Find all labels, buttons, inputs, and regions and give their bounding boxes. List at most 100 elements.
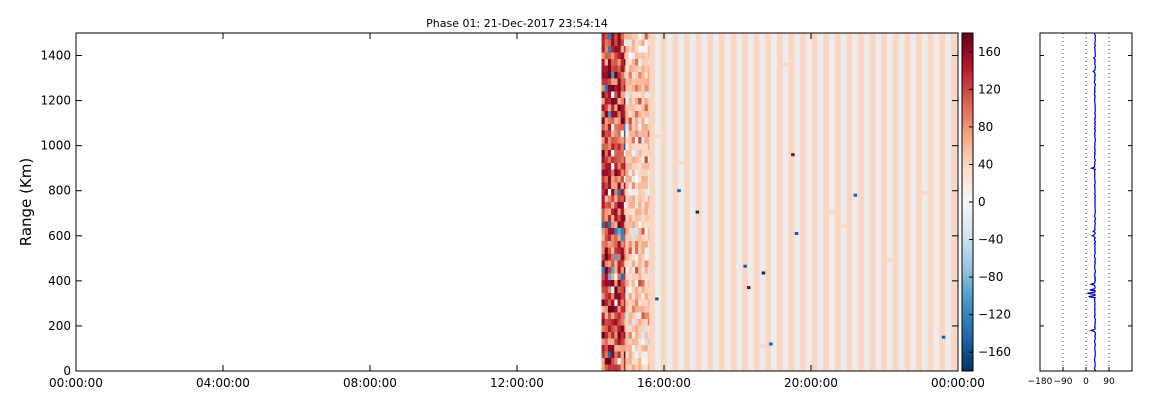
- heatmap-cell: [638, 104, 642, 112]
- heatmap-cell: [628, 234, 633, 242]
- heatmap-cell: [641, 312, 645, 320]
- heatmap-cell: [601, 345, 605, 352]
- heatmap-cell: [644, 306, 649, 313]
- colorbar-segment: [962, 289, 973, 293]
- heatmap-cell: [638, 85, 642, 92]
- colorbar-segment: [962, 232, 973, 237]
- heatmap-cell: [638, 124, 642, 131]
- colorbar-segment: [962, 80, 973, 85]
- heatmap-cell: [631, 319, 636, 326]
- heatmap-cell: [635, 65, 639, 73]
- profile-x-tick-label: 0: [1083, 377, 1089, 387]
- heatmap-cell: [614, 208, 618, 216]
- colorbar-segment: [962, 123, 973, 127]
- heatmap-cell: [614, 117, 618, 125]
- heatmap-cell: [620, 39, 625, 47]
- heatmap-stripe: [782, 33, 789, 371]
- heatmap-cell: [631, 358, 636, 365]
- colorbar-segment: [962, 185, 973, 189]
- heatmap-cell: [635, 306, 639, 313]
- heatmap-cell: [641, 130, 645, 138]
- heatmap-cell: [635, 130, 639, 138]
- heatmap-cell: [604, 39, 609, 47]
- colorbar-segment: [962, 334, 973, 338]
- heatmap-cell: [611, 169, 615, 177]
- heatmap-cell: [607, 195, 612, 203]
- heatmap-cell: [601, 306, 605, 313]
- heatmap-cell: [614, 267, 618, 274]
- heatmap-cell: [607, 208, 612, 216]
- heatmap-cell: [641, 221, 645, 229]
- heatmap-cell: [601, 286, 605, 294]
- heatmap-stripe: [666, 33, 673, 371]
- heatmap-cell: [641, 260, 645, 268]
- heatmap-cell: [604, 267, 609, 274]
- colorbar-segment: [962, 35, 973, 40]
- heatmap-cell: [635, 143, 639, 151]
- heatmap-cell: [611, 33, 615, 40]
- heatmap-cell: [607, 46, 612, 53]
- heatmap-cell: [607, 169, 612, 177]
- heatmap-cell: [617, 260, 621, 268]
- heatmap-cell: [607, 65, 612, 73]
- heatmap-cell: [614, 306, 618, 313]
- heatmap-stripe: [736, 33, 743, 371]
- heatmap-cell: [631, 150, 636, 157]
- heatmap-cell: [625, 267, 629, 274]
- heatmap-cell: [607, 52, 612, 60]
- heatmap-cell: [614, 221, 618, 229]
- heatmap-stripe: [805, 33, 812, 371]
- heatmap-cell: [638, 312, 642, 320]
- heatmap-stripe: [753, 33, 760, 371]
- heatmap-cell: [607, 299, 612, 307]
- heatmap-cell: [641, 143, 645, 151]
- heatmap-cell: [638, 52, 642, 60]
- heatmap-outlier: [761, 271, 766, 275]
- heatmap-cell: [678, 161, 685, 165]
- heatmap-cell: [638, 319, 642, 326]
- heatmap-cell: [631, 286, 636, 294]
- heatmap-cell: [635, 228, 639, 235]
- heatmap-cell: [644, 254, 649, 261]
- heatmap-stripe: [695, 33, 702, 371]
- heatmap-cell: [611, 182, 615, 190]
- heatmap-cell: [628, 111, 633, 118]
- heatmap-cell: [620, 195, 625, 203]
- heatmap-cell: [611, 260, 615, 268]
- heatmap-cell: [611, 254, 615, 261]
- heatmap-cell: [631, 247, 636, 255]
- heatmap-cell: [638, 254, 642, 261]
- heatmap-cell: [625, 176, 629, 183]
- colorbar-segment: [962, 354, 973, 358]
- heatmap-cell: [601, 130, 605, 138]
- heatmap-cell: [620, 104, 625, 112]
- heatmap-cell: [641, 319, 645, 326]
- heatmap-cell: [635, 280, 639, 287]
- heatmap-cell: [611, 52, 615, 60]
- heatmap-cell: [638, 169, 642, 177]
- heatmap-stripe: [950, 33, 957, 371]
- heatmap-stripe: [933, 33, 940, 371]
- heatmap-cell: [601, 78, 605, 86]
- heatmap-cell: [620, 111, 625, 118]
- heatmap-stripe: [927, 33, 934, 371]
- colorbar-segment: [962, 300, 973, 304]
- heatmap-cell: [617, 202, 621, 209]
- heatmap-cell: [631, 130, 636, 138]
- heatmap-stripe: [898, 33, 905, 371]
- heatmap-cell: [641, 39, 645, 47]
- heatmap-cell: [604, 208, 609, 216]
- heatmap-cell: [625, 338, 629, 346]
- heatmap-cell: [625, 189, 629, 196]
- heatmap-cell: [601, 325, 605, 333]
- heatmap-cell: [604, 98, 609, 105]
- heatmap-cell: [628, 39, 633, 47]
- heatmap-cell: [628, 208, 633, 216]
- heatmap-cell: [625, 221, 629, 229]
- heatmap-cell: [631, 104, 636, 112]
- heatmap-cell: [617, 156, 621, 164]
- heatmap-cell: [604, 241, 609, 248]
- heatmap-cell: [617, 267, 621, 274]
- heatmap-cell: [611, 39, 615, 47]
- heatmap-cell: [607, 130, 612, 138]
